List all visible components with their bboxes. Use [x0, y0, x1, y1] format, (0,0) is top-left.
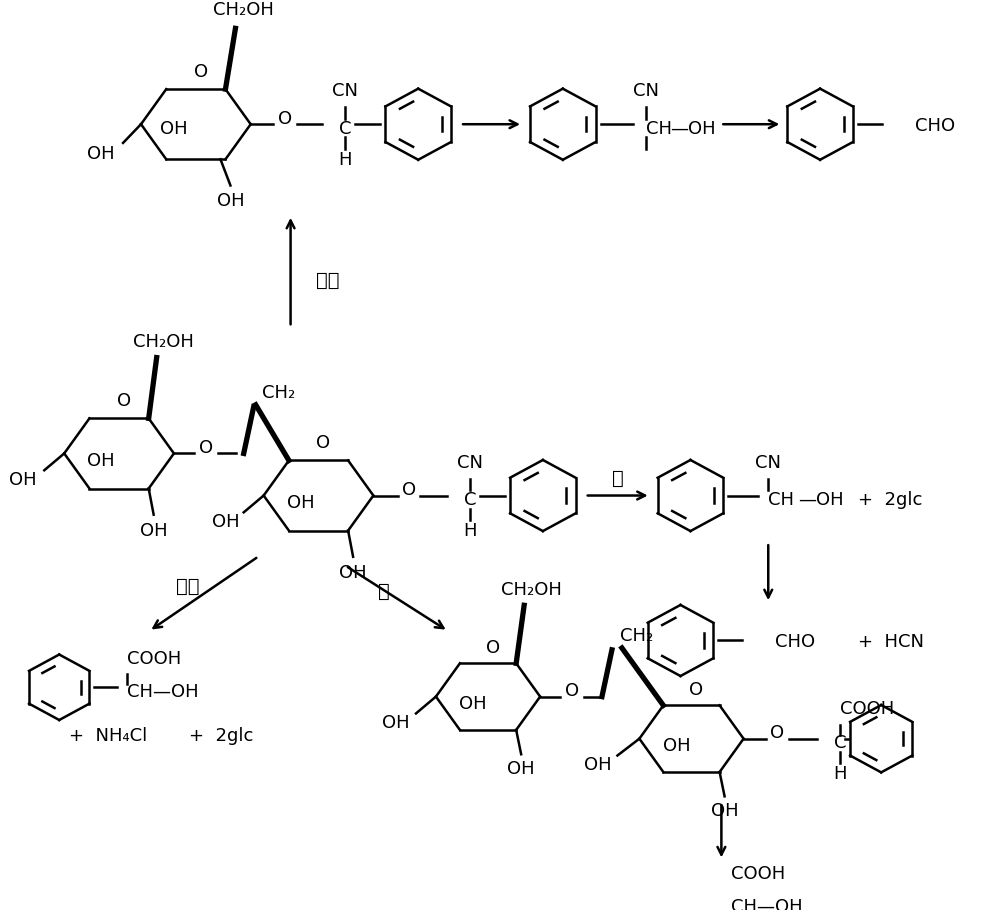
- Text: O: O: [199, 439, 213, 457]
- Text: OH: OH: [711, 803, 738, 820]
- Text: C: C: [464, 491, 476, 510]
- Text: 强酸: 强酸: [176, 577, 199, 596]
- Text: +  2glc: + 2glc: [858, 491, 922, 510]
- Text: H: H: [339, 151, 352, 168]
- Text: 弱酸: 弱酸: [316, 271, 339, 290]
- Text: CH—OH: CH—OH: [127, 682, 199, 701]
- Text: CH₂OH: CH₂OH: [133, 333, 194, 350]
- Text: O: O: [486, 639, 500, 657]
- Text: H: H: [463, 522, 477, 540]
- Text: OH: OH: [287, 494, 314, 512]
- Text: CN: CN: [332, 83, 358, 100]
- Text: 碱: 碱: [378, 582, 390, 602]
- Text: —OH: —OH: [671, 120, 716, 138]
- Text: CH₂: CH₂: [620, 627, 653, 645]
- Text: OH: OH: [217, 192, 244, 210]
- Text: OH: OH: [140, 521, 167, 540]
- Text: CH—OH: CH—OH: [731, 898, 803, 910]
- Text: OH: OH: [382, 713, 410, 732]
- Text: CH₂: CH₂: [262, 384, 295, 401]
- Text: O: O: [316, 434, 331, 452]
- Text: +  NH₄Cl: + NH₄Cl: [69, 727, 147, 745]
- Text: O: O: [689, 681, 704, 699]
- Text: OH: OH: [584, 756, 611, 773]
- Text: COOH: COOH: [127, 651, 181, 668]
- Text: O: O: [770, 724, 785, 742]
- Text: OH: OH: [160, 120, 188, 138]
- Text: 酶: 酶: [612, 470, 624, 488]
- Text: CH: CH: [768, 491, 794, 510]
- Text: CN: CN: [755, 454, 781, 471]
- Text: O: O: [565, 682, 579, 700]
- Text: O: O: [278, 109, 292, 127]
- Text: COOH: COOH: [840, 700, 895, 718]
- Text: +  2glc: + 2glc: [189, 727, 253, 745]
- Text: CH: CH: [646, 120, 672, 138]
- Text: O: O: [117, 392, 131, 410]
- Text: C: C: [834, 734, 847, 753]
- Text: OH: OH: [663, 737, 690, 755]
- Text: —OH: —OH: [798, 491, 844, 510]
- Text: C: C: [339, 120, 352, 138]
- Text: OH: OH: [339, 563, 367, 581]
- Text: CH₂OH: CH₂OH: [213, 1, 274, 18]
- Text: OH: OH: [507, 760, 535, 778]
- Text: O: O: [194, 63, 208, 81]
- Text: CHO: CHO: [915, 117, 955, 135]
- Text: OH: OH: [87, 146, 115, 163]
- Text: +  HCN: + HCN: [858, 633, 924, 652]
- Text: CN: CN: [457, 454, 483, 471]
- Text: OH: OH: [9, 470, 36, 489]
- Text: O: O: [402, 480, 416, 499]
- Text: CHO: CHO: [775, 633, 815, 652]
- Text: OH: OH: [212, 512, 240, 531]
- Text: COOH: COOH: [731, 865, 786, 884]
- Text: CH₂OH: CH₂OH: [501, 581, 562, 600]
- Text: H: H: [834, 765, 847, 784]
- Text: CN: CN: [633, 83, 659, 100]
- Text: OH: OH: [459, 695, 487, 713]
- Text: OH: OH: [87, 452, 115, 470]
